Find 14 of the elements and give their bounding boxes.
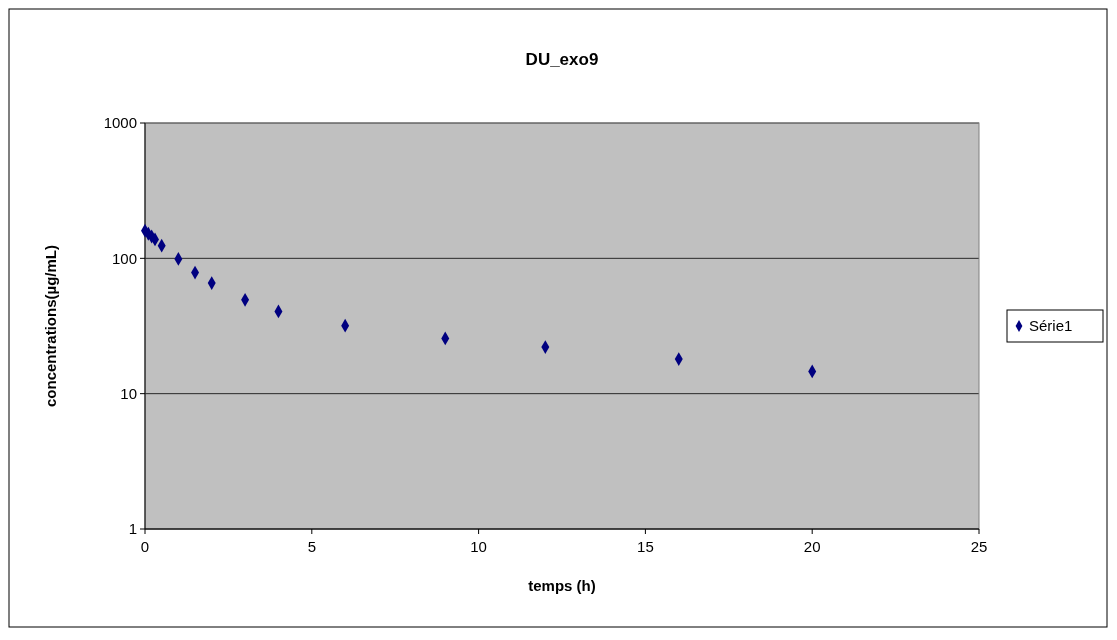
x-tick-label: 0: [140, 538, 150, 555]
y-axis-title: concentrations(µg/mL): [42, 245, 59, 407]
x-tick-label: 10: [470, 538, 487, 555]
x-tick-label: 20: [803, 538, 821, 555]
chart-title: DU_exo9: [525, 50, 599, 69]
x-tick-label: 25: [970, 538, 988, 555]
y-tick-label: 1: [128, 520, 137, 538]
y-tick-label: 10: [120, 384, 137, 402]
x-tick-label: 15: [637, 538, 654, 555]
x-axis-title: temps (h): [528, 577, 596, 594]
y-tick-label: 1000: [103, 114, 137, 132]
y-tick-label: 100: [111, 249, 137, 267]
x-tick-label: 5: [307, 538, 316, 555]
legend-label: Série1: [1029, 317, 1073, 335]
